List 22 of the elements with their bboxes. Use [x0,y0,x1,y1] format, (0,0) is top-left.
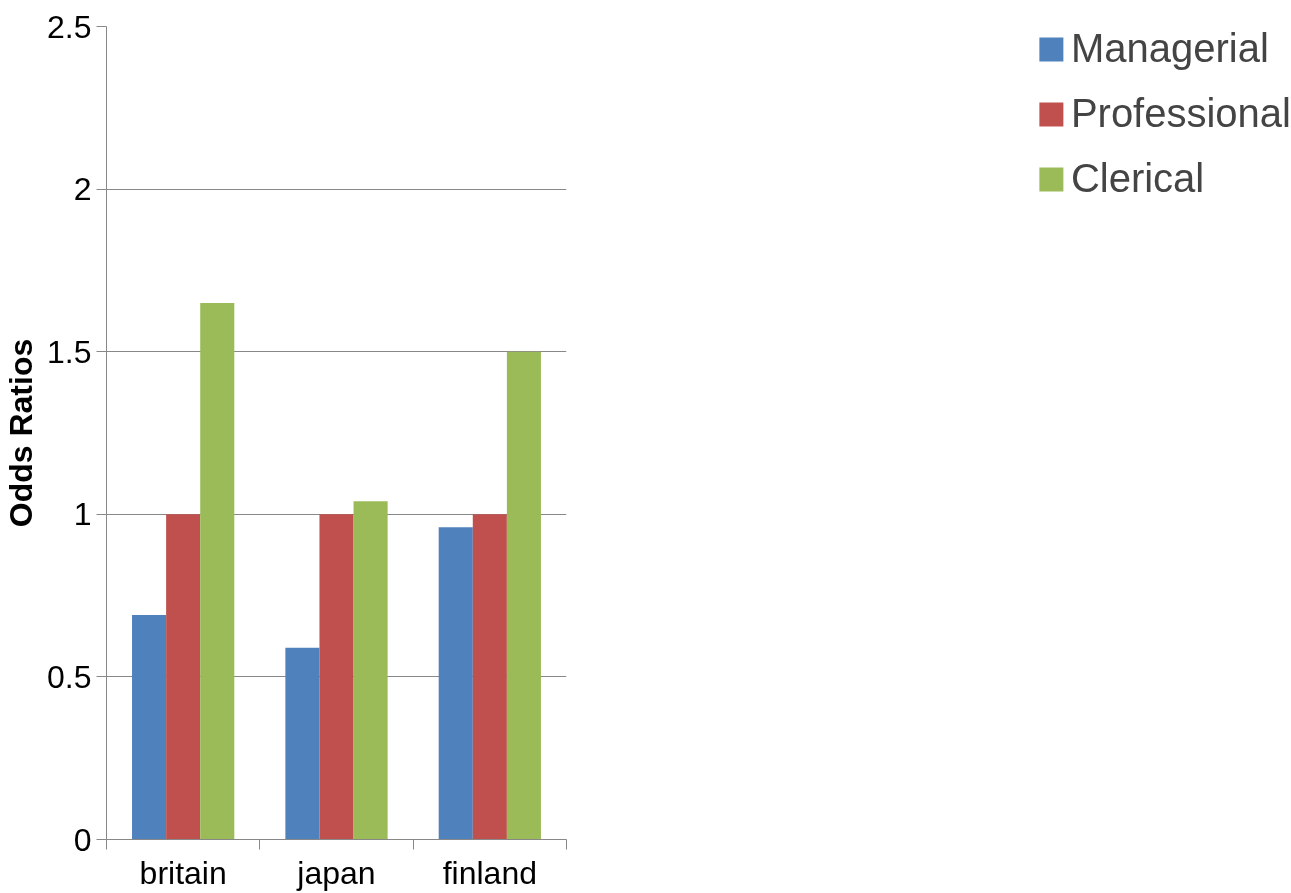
bar [353,501,388,840]
y-axis-title: Odds Ratios [3,338,40,528]
x-tick-label: britain [139,854,227,891]
y-tick-label: 0.5 [47,658,92,695]
bar [319,514,354,840]
bar [166,514,201,840]
legend-label: Managerial [1070,26,1269,71]
bar [506,351,541,840]
y-tick-label: 1.5 [47,333,92,370]
legend-label: Clerical [1070,156,1205,201]
bar [438,527,473,840]
bar [132,615,167,840]
y-tick-label: 0 [73,821,92,858]
y-tick-label: 2 [73,171,92,208]
legend-label: Professional [1070,91,1291,136]
y-tick-label: 2.5 [47,8,92,45]
y-tick-label: 1 [73,496,92,533]
x-tick-label: japan [296,854,376,891]
bar [200,302,235,840]
bar [472,514,507,840]
bar [285,647,320,840]
x-tick-label: finland [442,854,537,891]
